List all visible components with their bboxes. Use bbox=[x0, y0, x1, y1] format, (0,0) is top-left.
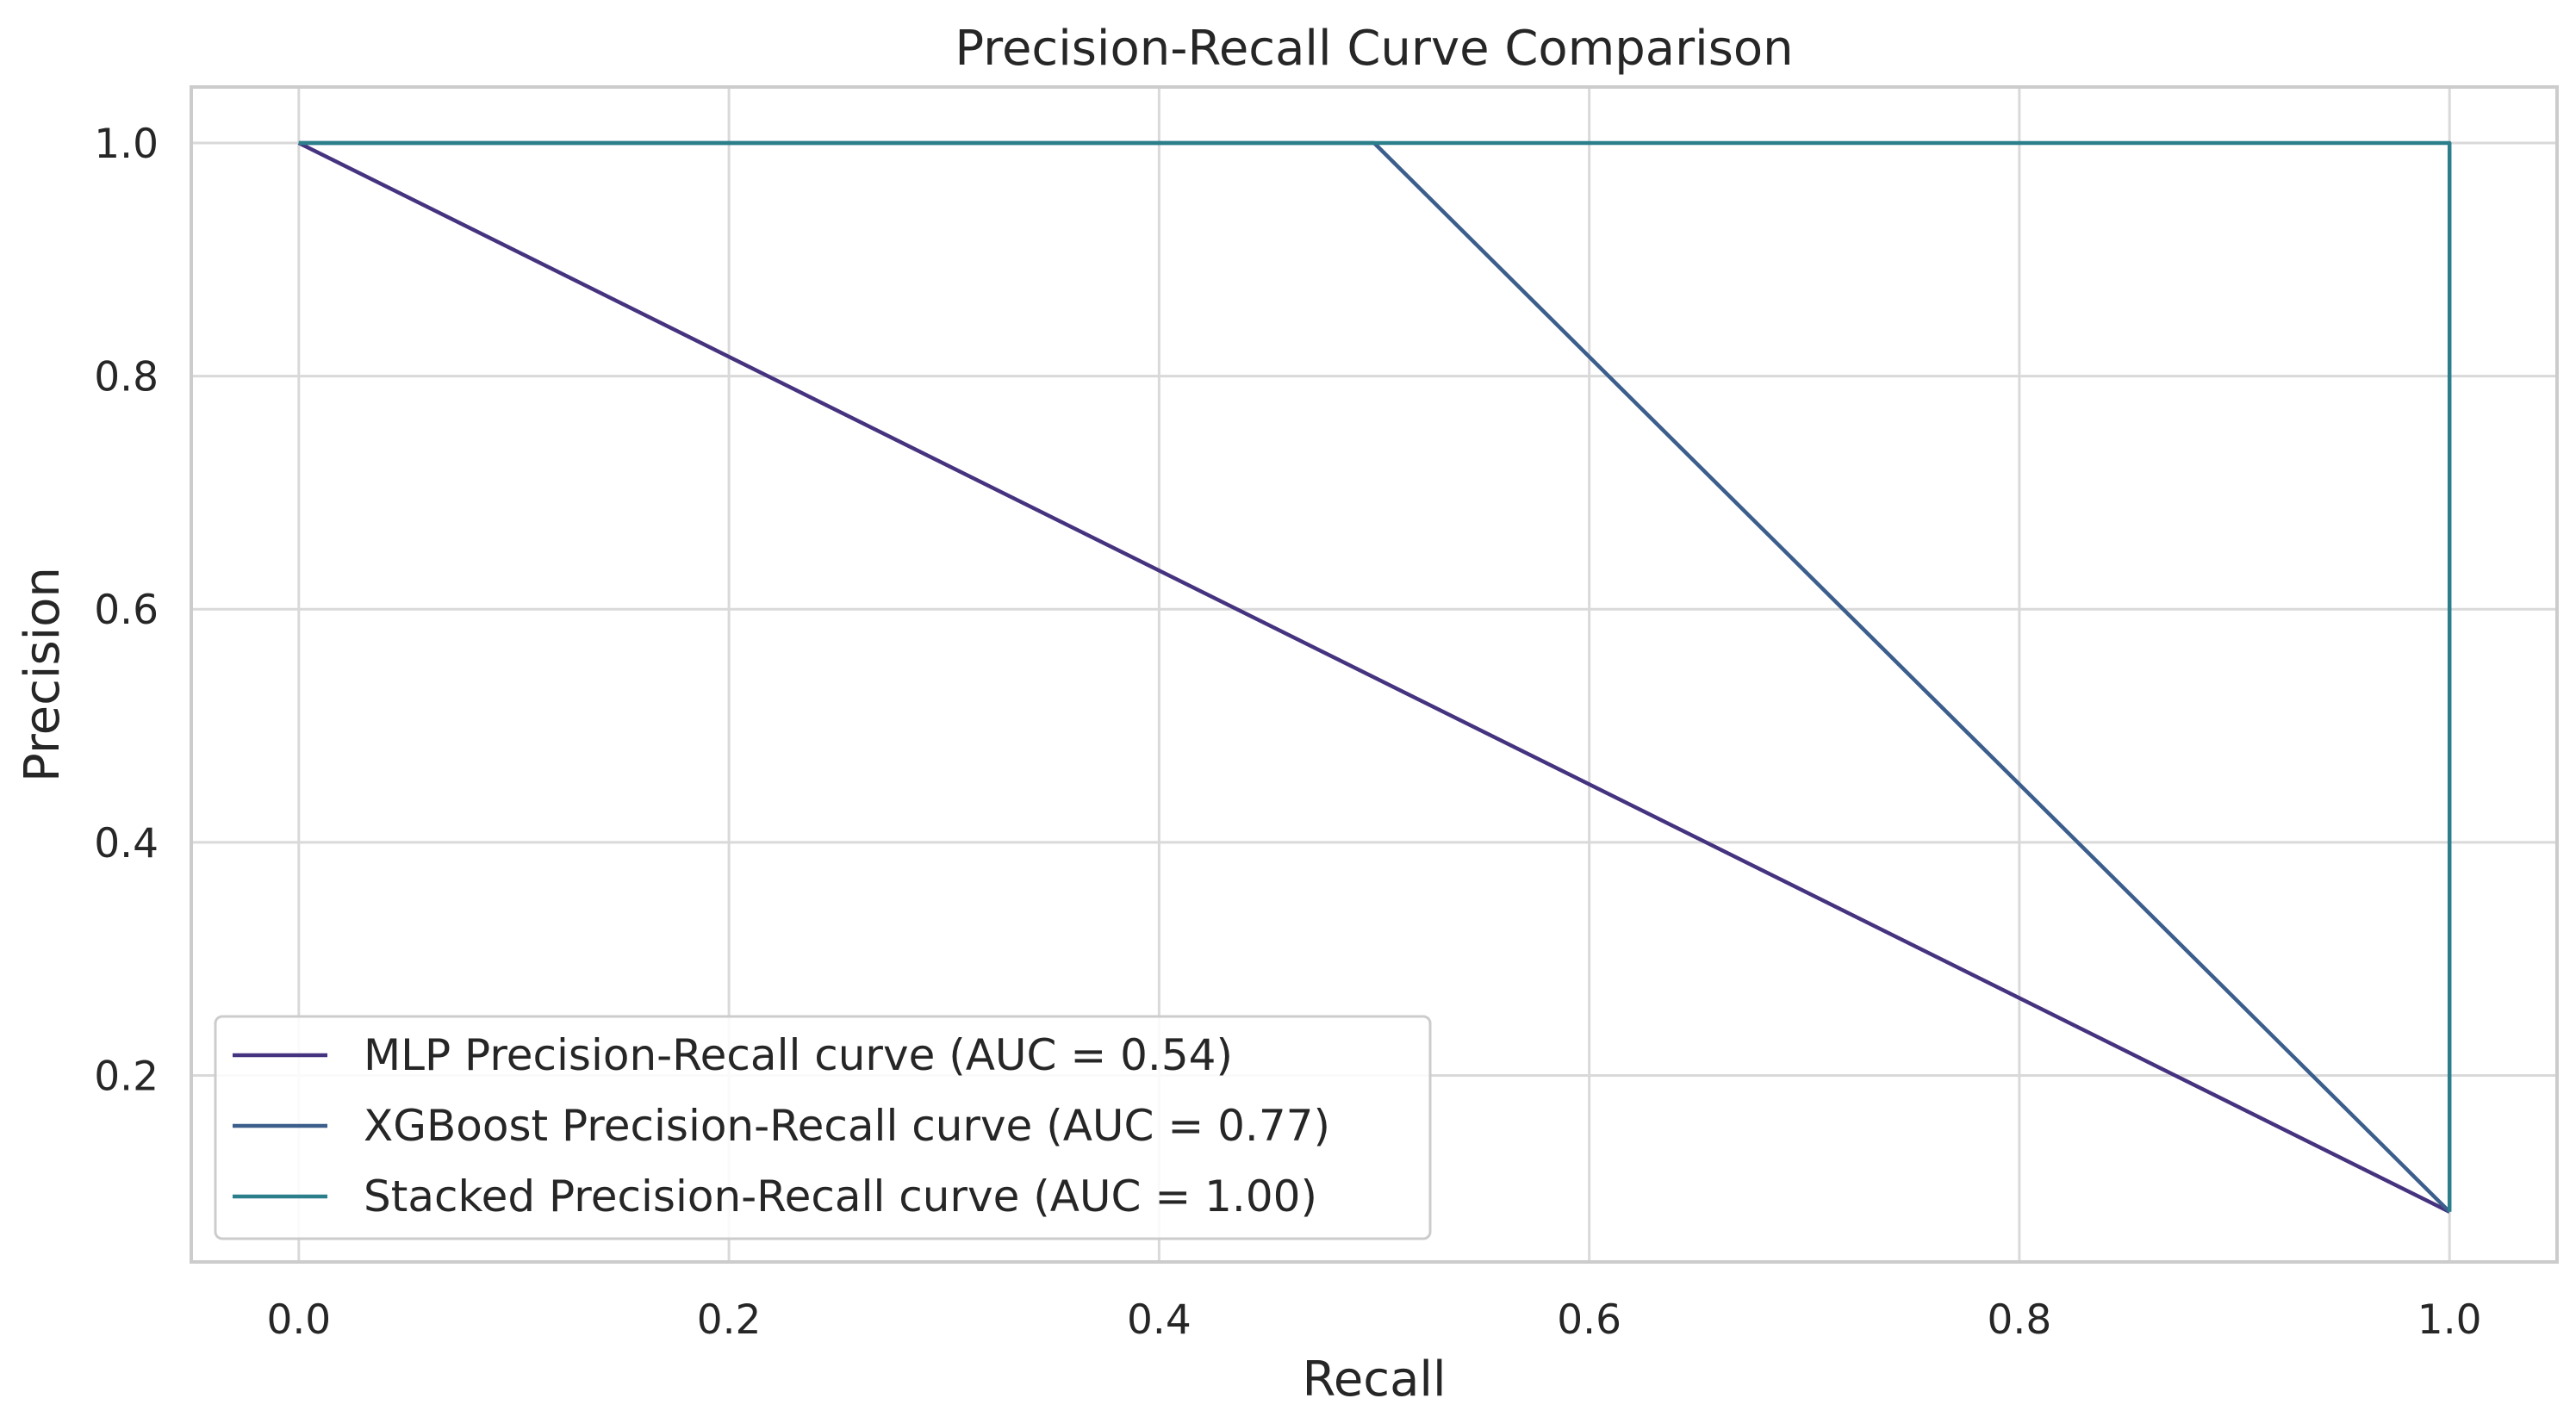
series-lines bbox=[297, 140, 2452, 1214]
x-tick-label: 1.0 bbox=[2417, 1296, 2482, 1344]
y-tick-label: 0.2 bbox=[94, 1053, 159, 1100]
series-line-1 bbox=[297, 140, 2451, 1214]
legend-box bbox=[214, 1015, 1432, 1240]
legend-label: XGBoost Precision-Recall curve (AUC = 0.… bbox=[364, 1101, 1330, 1151]
x-axis-label: Recall bbox=[1302, 1352, 1446, 1408]
x-tick-label: 0.8 bbox=[1988, 1296, 2052, 1344]
y-tick-label: 0.6 bbox=[94, 587, 159, 634]
legend-label: MLP Precision-Recall curve (AUC = 0.54) bbox=[364, 1030, 1233, 1080]
series-line-3 bbox=[298, 140, 2452, 1212]
y-axis-label: Precision bbox=[15, 567, 71, 782]
x-tick-label: 0.4 bbox=[1127, 1296, 1192, 1344]
plot-frame bbox=[190, 85, 2559, 1264]
y-tick-label: 1.0 bbox=[94, 121, 159, 168]
chart-title: Precision-Recall Curve Comparison bbox=[955, 21, 1793, 77]
x-tick-label: 0.6 bbox=[1557, 1296, 1621, 1344]
x-tick-label: 0.0 bbox=[266, 1296, 331, 1344]
legend-label: Stacked Precision-Recall curve (AUC = 1.… bbox=[364, 1172, 1317, 1221]
x-tick-label: 0.2 bbox=[697, 1296, 762, 1344]
tick-labels: 0.0 0.2 0.4 0.6 0.8 1.0 0.2 0.4 0.6 0.8 1.0 bbox=[94, 121, 2481, 1344]
legend: MLP Precision-Recall curve (AUC = 0.54) X… bbox=[214, 1015, 1432, 1240]
y-tick-label: 0.8 bbox=[94, 354, 159, 401]
y-tick-label: 0.4 bbox=[94, 820, 159, 867]
